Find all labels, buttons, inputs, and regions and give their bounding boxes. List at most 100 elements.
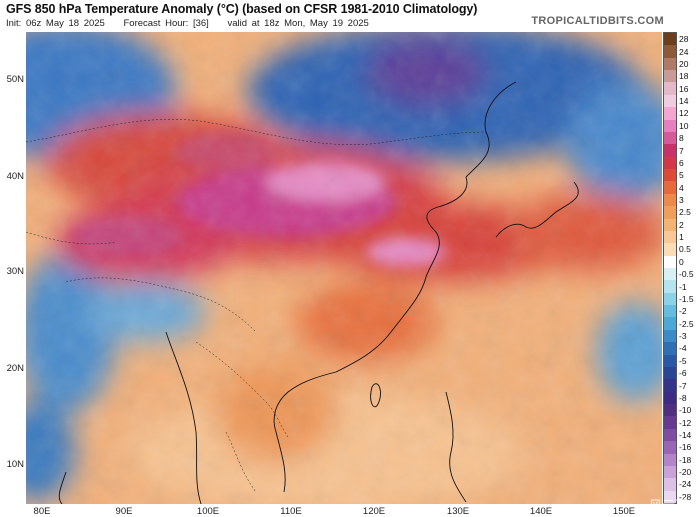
colorbar-tick-label: 18 (679, 71, 689, 82)
lon-label-150e: 150E (612, 506, 636, 517)
colorbar-swatch (664, 70, 676, 83)
colorbar-swatch (664, 441, 676, 455)
colorbar-swatch (664, 193, 676, 207)
colorbar-tick-label: -1 (679, 281, 687, 292)
lon-label-130e: 130E (446, 506, 470, 517)
colorbar-swatch (664, 404, 676, 417)
colorbar-swatch (664, 119, 676, 133)
lon-label-120e: 120E (362, 506, 386, 517)
colorbar-swatch (664, 305, 676, 318)
lat-label-50n: 50N (6, 74, 24, 85)
colorbar-swatch (664, 82, 676, 96)
colorbar-swatch (664, 478, 676, 492)
colorbar-swatch (664, 292, 676, 306)
lat-label-40n: 40N (6, 171, 24, 182)
colorbar-tick-label: 8 (679, 133, 684, 144)
colorbar-swatch (664, 144, 676, 158)
brand-logo-text: TROPICALTIDBITS.COM (531, 15, 664, 27)
colorbar-tick-label: -2.5 (679, 318, 694, 329)
forecast-hour: Forecast Hour: [36] (123, 18, 209, 29)
colorbar-tick-label: -5 (679, 355, 687, 366)
lat-label-30n: 30N (6, 266, 24, 277)
colorbar-swatch (664, 45, 676, 59)
colorbar-tick-label: 3 (679, 194, 684, 205)
lat-label-10n: 10N (6, 459, 24, 470)
colorbar-swatch (664, 453, 676, 467)
colorbar-tick-label: 1 (679, 232, 684, 243)
watermark: 风云通 (648, 499, 688, 514)
colorbar-tick-label: 2.5 (679, 207, 691, 218)
colorbar-tick-label: 0 (679, 256, 684, 267)
colorbar-tick-label: -1.5 (679, 293, 694, 304)
colorbar-swatch (664, 243, 676, 257)
colorbar-swatch (664, 181, 676, 195)
valid-time: valid at 18z Mon, May 19 2025 (227, 18, 369, 29)
colorbar-tick-label: -10 (679, 405, 692, 416)
colorbar-swatch (664, 230, 676, 244)
colorbar-swatch (664, 206, 676, 220)
colorbar-swatch (664, 329, 676, 343)
colorbar-swatch (664, 428, 676, 442)
country-borders (26, 119, 487, 493)
colorbar-tick-label: 7 (679, 145, 684, 156)
colorbar-swatch (664, 255, 676, 269)
lon-label-80e: 80E (33, 506, 51, 517)
colorbar-tick-label: -2 (679, 306, 687, 317)
colorbar-tick-label: -12 (679, 417, 692, 428)
colorbar-swatch (664, 268, 676, 281)
colorbar-tick-label: -16 (679, 442, 692, 453)
colorbar-swatch (664, 280, 676, 294)
colorbar-swatch (664, 354, 676, 368)
colorbar-swatch (664, 131, 676, 145)
colorbar-tick-label: -3 (679, 331, 687, 342)
colorbar-tick-label: 4 (679, 182, 684, 193)
map-canvas (26, 32, 662, 504)
colorbar-tick-label: -28 (679, 491, 692, 502)
colorbar-swatch (664, 33, 676, 46)
colorbar-swatch (664, 107, 676, 121)
colorbar-swatch (664, 416, 676, 430)
colorbar-tick-label: -18 (679, 454, 692, 465)
colorbar-swatch (664, 342, 676, 356)
colorbar-tick-label: 14 (679, 96, 689, 107)
temperature-anomaly-map (26, 32, 662, 504)
colorbar-swatch (664, 465, 676, 479)
colorbar-tick-label: 2 (679, 219, 684, 230)
colorbar (663, 32, 677, 504)
colorbar-tick-label: 20 (679, 58, 689, 69)
colorbar-tick-label: -4 (679, 343, 687, 354)
header: GFS 850 hPa Temperature Anomaly (°C) (ba… (0, 0, 700, 32)
colorbar-swatch (664, 169, 676, 182)
colorbar-swatch (664, 366, 676, 380)
init-time: Init: 06z May 18 2025 (6, 18, 105, 29)
lon-label-140e: 140E (529, 506, 553, 517)
lon-label-110e: 110E (280, 506, 302, 517)
colorbar-tick-label: 12 (679, 108, 689, 119)
colorbar-swatch (664, 57, 676, 71)
lon-label-100e: 100E (196, 506, 220, 517)
map-title: GFS 850 hPa Temperature Anomaly (°C) (ba… (6, 2, 478, 16)
coastlines (58, 81, 579, 504)
colorbar-swatch (664, 94, 676, 108)
colorbar-tick-label: 6 (679, 157, 684, 168)
colorbar-tick-label: 10 (679, 120, 689, 131)
colorbar-swatch (664, 317, 676, 331)
texture-overlay (26, 32, 662, 504)
lon-label-90e: 90E (115, 506, 133, 517)
colorbar-tick-label: -8 (679, 392, 687, 403)
map-subtitle: Init: 06z May 18 2025 Forecast Hour: [36… (6, 18, 383, 29)
colorbar-tick-label: -24 (679, 479, 692, 490)
colorbar-tick-label: 28 (679, 34, 689, 45)
colorbar-swatch (664, 391, 676, 405)
colorbar-swatch (664, 156, 676, 170)
colorbar-tick-label: 0.5 (679, 244, 691, 255)
colorbar-tick-label: -6 (679, 368, 687, 379)
colorbar-swatch (664, 218, 676, 232)
lat-label-20n: 20N (6, 363, 24, 374)
colorbar-tick-label: 16 (679, 83, 689, 94)
colorbar-tick-label: 24 (679, 46, 689, 57)
colorbar-swatch (664, 490, 676, 504)
colorbar-tick-label: -0.5 (679, 269, 694, 280)
colorbar-tick-label: -20 (679, 467, 692, 478)
colorbar-tick-label: -14 (679, 429, 692, 440)
